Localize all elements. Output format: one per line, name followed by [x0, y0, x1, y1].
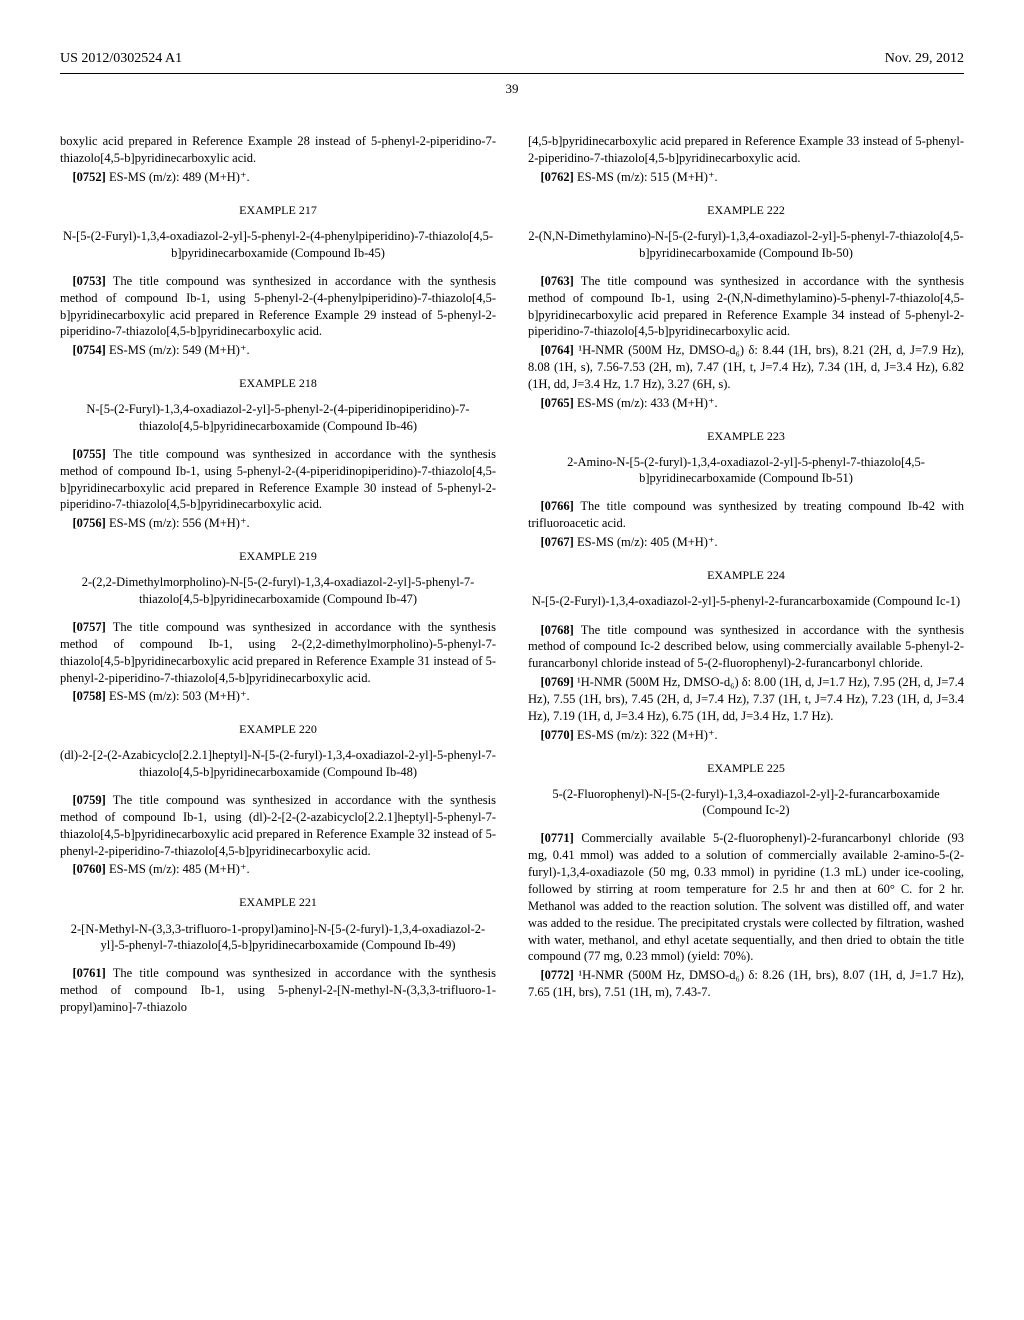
para-num: [0752]	[73, 170, 106, 184]
para-0769: [0769] ¹H-NMR (500M Hz, DMSO-d₆) δ: 8.00…	[528, 674, 964, 725]
para-text: ES-MS (m/z): 322 (M+H)⁺.	[574, 728, 718, 742]
pub-date: Nov. 29, 2012	[885, 50, 964, 69]
compound-title: 2-[N-Methyl-N-(3,3,3-trifluoro-1-propyl)…	[60, 921, 496, 954]
compound-title: N-[5-(2-Furyl)-1,3,4-oxadiazol-2-yl]-5-p…	[528, 593, 964, 609]
compound-title: 2-Amino-N-[5-(2-furyl)-1,3,4-oxadiazol-2…	[528, 454, 964, 487]
para-num: [0764]	[541, 343, 574, 357]
para-text: The title compound was synthesized in ac…	[60, 620, 496, 685]
compound-title: N-[5-(2-Furyl)-1,3,4-oxadiazol-2-yl]-5-p…	[60, 401, 496, 434]
para-num: [0769]	[541, 675, 574, 689]
example-heading: EXAMPLE 220	[60, 721, 496, 737]
example-heading: EXAMPLE 223	[528, 428, 964, 444]
para-cont: [4,5-b]pyridinecarboxylic acid prepared …	[528, 133, 964, 167]
para-0757: [0757] The title compound was synthesize…	[60, 619, 496, 687]
para-num: [0759]	[73, 793, 106, 807]
para-0759: [0759] The title compound was synthesize…	[60, 792, 496, 860]
para-0754: [0754] ES-MS (m/z): 549 (M+H)⁺.	[60, 342, 496, 359]
para-text: The title compound was synthesized in ac…	[60, 447, 496, 512]
para-0753: [0753] The title compound was synthesize…	[60, 273, 496, 341]
para-0756: [0756] ES-MS (m/z): 556 (M+H)⁺.	[60, 515, 496, 532]
para-num: [0771]	[541, 831, 574, 845]
para-text: ES-MS (m/z): 405 (M+H)⁺.	[574, 535, 718, 549]
para-num: [0765]	[541, 396, 574, 410]
para-num: [0770]	[541, 728, 574, 742]
example-heading: EXAMPLE 224	[528, 567, 964, 583]
para-0768: [0768] The title compound was synthesize…	[528, 622, 964, 673]
para-text: Commercially available 5-(2-fluorophenyl…	[528, 831, 964, 963]
para-text: ¹H-NMR (500M Hz, DMSO-d₆) δ: 8.26 (1H, b…	[528, 968, 964, 999]
para-text: ES-MS (m/z): 549 (M+H)⁺.	[106, 343, 250, 357]
example-heading: EXAMPLE 219	[60, 548, 496, 564]
para-0771: [0771] Commercially available 5-(2-fluor…	[528, 830, 964, 965]
para-num: [0756]	[73, 516, 106, 530]
page-header: US 2012/0302524 A1 Nov. 29, 2012	[60, 50, 964, 74]
para-num: [0753]	[73, 274, 106, 288]
para-num: [0766]	[541, 499, 574, 513]
para-num: [0754]	[73, 343, 106, 357]
para-num: [0757]	[73, 620, 106, 634]
example-heading: EXAMPLE 222	[528, 202, 964, 218]
page-number: 39	[60, 80, 964, 98]
para-num: [0767]	[541, 535, 574, 549]
compound-title: 2-(2,2-Dimethylmorpholino)-N-[5-(2-furyl…	[60, 574, 496, 607]
para-num: [0755]	[73, 447, 106, 461]
para-text: ES-MS (m/z): 556 (M+H)⁺.	[106, 516, 250, 530]
para-text: ES-MS (m/z): 503 (M+H)⁺.	[106, 689, 250, 703]
example-heading: EXAMPLE 217	[60, 202, 496, 218]
example-heading: EXAMPLE 218	[60, 375, 496, 391]
pub-number: US 2012/0302524 A1	[60, 50, 182, 69]
para-text: The title compound was synthesized in ac…	[60, 274, 496, 339]
compound-title: N-[5-(2-Furyl)-1,3,4-oxadiazol-2-yl]-5-p…	[60, 228, 496, 261]
para-0758: [0758] ES-MS (m/z): 503 (M+H)⁺.	[60, 688, 496, 705]
para-num: [0762]	[541, 170, 574, 184]
para-text: ¹H-NMR (500M Hz, DMSO-d₆) δ: 8.44 (1H, b…	[528, 343, 964, 391]
para-text: The title compound was synthesized in ac…	[528, 274, 964, 339]
para-text: ES-MS (m/z): 433 (M+H)⁺.	[574, 396, 718, 410]
para-text: ES-MS (m/z): 515 (M+H)⁺.	[574, 170, 718, 184]
para-0766: [0766] The title compound was synthesize…	[528, 498, 964, 532]
para-0752: [0752] ES-MS (m/z): 489 (M+H)⁺.	[60, 169, 496, 186]
para-text: ¹H-NMR (500M Hz, DMSO-d₆) δ: 8.00 (1H, d…	[528, 675, 964, 723]
compound-title: 5-(2-Fluorophenyl)-N-[5-(2-furyl)-1,3,4-…	[528, 786, 964, 819]
compound-title: (dl)-2-[2-(2-Azabicyclo[2.2.1]heptyl]-N-…	[60, 747, 496, 780]
example-heading: EXAMPLE 225	[528, 760, 964, 776]
para-cont: boxylic acid prepared in Reference Examp…	[60, 133, 496, 167]
para-num: [0758]	[73, 689, 106, 703]
para-num: [0768]	[541, 623, 574, 637]
para-0760: [0760] ES-MS (m/z): 485 (M+H)⁺.	[60, 861, 496, 878]
para-text: ES-MS (m/z): 489 (M+H)⁺.	[106, 170, 250, 184]
example-heading: EXAMPLE 221	[60, 894, 496, 910]
para-text: ES-MS (m/z): 485 (M+H)⁺.	[106, 862, 250, 876]
para-0770: [0770] ES-MS (m/z): 322 (M+H)⁺.	[528, 727, 964, 744]
body-columns: boxylic acid prepared in Reference Examp…	[60, 133, 964, 1015]
para-text: The title compound was synthesized in ac…	[528, 623, 964, 671]
para-0772: [0772] ¹H-NMR (500M Hz, DMSO-d₆) δ: 8.26…	[528, 967, 964, 1001]
para-0764: [0764] ¹H-NMR (500M Hz, DMSO-d₆) δ: 8.44…	[528, 342, 964, 393]
para-0755: [0755] The title compound was synthesize…	[60, 446, 496, 514]
para-text: The title compound was synthesized in ac…	[60, 966, 496, 1014]
para-0761: [0761] The title compound was synthesize…	[60, 965, 496, 1016]
para-num: [0761]	[73, 966, 106, 980]
para-text: The title compound was synthesized by tr…	[528, 499, 964, 530]
compound-title: 2-(N,N-Dimethylamino)-N-[5-(2-furyl)-1,3…	[528, 228, 964, 261]
para-num: [0760]	[73, 862, 106, 876]
para-0763: [0763] The title compound was synthesize…	[528, 273, 964, 341]
para-0765: [0765] ES-MS (m/z): 433 (M+H)⁺.	[528, 395, 964, 412]
para-0767: [0767] ES-MS (m/z): 405 (M+H)⁺.	[528, 534, 964, 551]
para-num: [0763]	[541, 274, 574, 288]
para-0762: [0762] ES-MS (m/z): 515 (M+H)⁺.	[528, 169, 964, 186]
para-num: [0772]	[541, 968, 574, 982]
para-text: The title compound was synthesized in ac…	[60, 793, 496, 858]
